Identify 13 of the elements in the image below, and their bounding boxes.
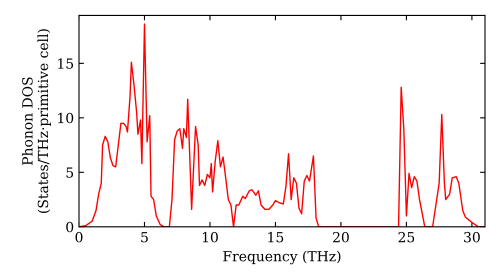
x-axis-title: Frequency (THz) (223, 250, 340, 264)
y-axis-title: Phonon DOS (States/THz·primitive cell) (22, 29, 51, 213)
x-tick-label: 30 (464, 232, 480, 242)
y-tick-label: 10 (58, 112, 74, 124)
x-tick-label: 20 (333, 232, 349, 242)
x-tick-label: 0 (75, 232, 82, 242)
y-tick-label: 0 (66, 222, 74, 232)
x-tick-label: 5 (141, 232, 148, 242)
x-tick-label: 25 (398, 232, 414, 242)
x-tick-label: 10 (202, 232, 218, 242)
y-tick-label: 15 (58, 58, 74, 69)
y-tick-label: 5 (66, 167, 74, 178)
x-tick-label: 15 (268, 232, 284, 242)
